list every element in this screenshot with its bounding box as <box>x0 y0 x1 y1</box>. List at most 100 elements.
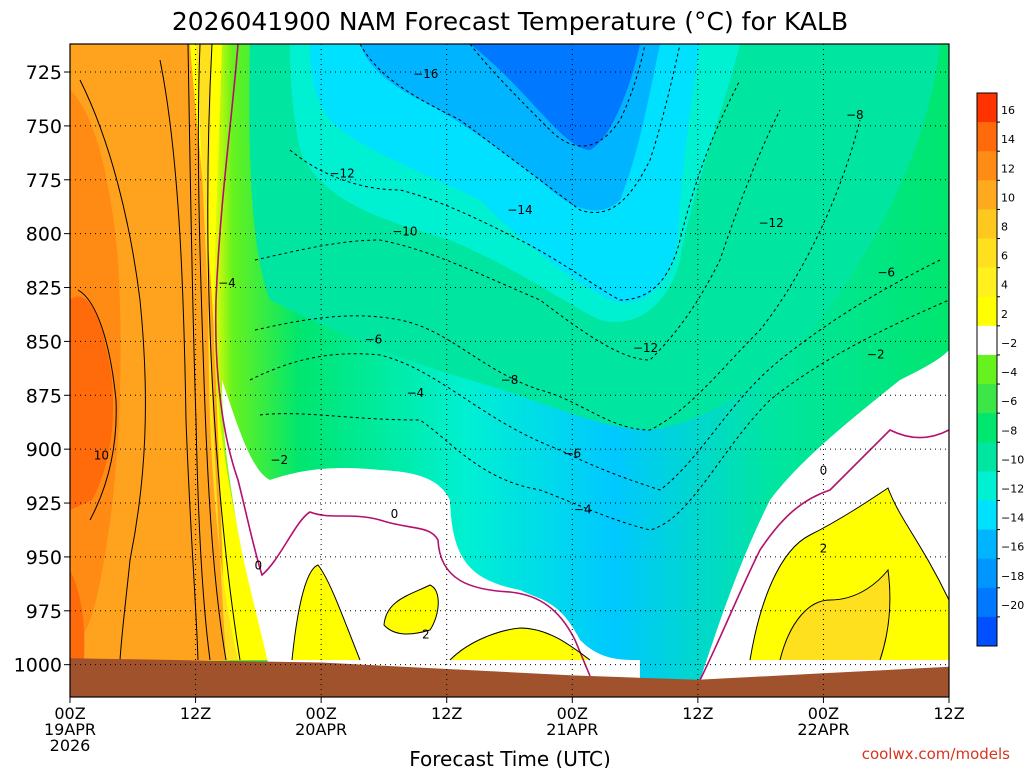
x-tick-label: 12Z <box>682 704 713 723</box>
y-tick-label: 800 <box>26 224 62 246</box>
colorbar-tick-label: 16 <box>1001 104 1015 117</box>
y-tick-label: 1000 <box>14 655 62 677</box>
colorbar-tick-label: 10 <box>1001 191 1015 204</box>
colorbar-tick-label: −10 <box>1001 453 1024 466</box>
x-tick-label: 12Z <box>431 704 462 723</box>
contour-label: 0 <box>255 559 263 573</box>
y-tick-label: 750 <box>26 116 62 138</box>
isotherm-neg-8 <box>254 119 861 431</box>
colorbar-tick-label: −18 <box>1001 570 1024 583</box>
colorbar-tick-label: −6 <box>1001 395 1017 408</box>
contour-label: −12 <box>758 216 783 230</box>
colorbar-tick-label: −4 <box>1001 366 1017 379</box>
contour-label: −4 <box>218 276 236 290</box>
colorbar-swatch <box>977 122 997 152</box>
colorbar-swatch <box>977 296 997 327</box>
plot-area <box>70 44 949 697</box>
yellow-band-inner <box>196 44 238 660</box>
contour-label: 2 <box>422 628 430 642</box>
contour-label: −2 <box>867 347 885 361</box>
x-tick-label: 20APR <box>295 720 347 739</box>
contour-label: −10 <box>392 224 417 238</box>
chart-title: 2026041900 NAM Forecast Temperature (°C)… <box>172 7 848 36</box>
isotherm-pos-12-left <box>77 289 117 521</box>
colorbar-tick-label: −12 <box>1001 482 1024 495</box>
contour-label: −12 <box>329 166 354 180</box>
isotherm-pos-10-left <box>79 79 146 661</box>
colorbar-frame <box>976 92 998 647</box>
colorbar-swatch <box>977 384 997 414</box>
isotherm-pos-2-surface-b <box>383 584 439 635</box>
isotherm-pos-4-right <box>779 568 891 661</box>
x-tick-label: 2026 <box>50 736 91 755</box>
warm-pocket-a <box>292 565 360 660</box>
isotherm-neg-14 <box>359 44 681 214</box>
y-tick-label: 975 <box>26 601 62 623</box>
x-tick-label: 00Z <box>808 704 839 723</box>
x-tick-label: 19APR <box>44 720 96 739</box>
isotherm-neg-4 <box>259 299 949 531</box>
contour-label: −8 <box>846 108 864 122</box>
x-tick-label: 12Z <box>933 704 964 723</box>
contour-label: −2 <box>270 453 288 467</box>
isotherm-pos-6-left <box>187 44 211 661</box>
credit-text: coolwx.com/models <box>862 745 1010 763</box>
isotherm-pos-2-surface-a <box>291 564 361 661</box>
warm-pocket-b <box>384 585 439 635</box>
colorbar-swatch <box>977 325 997 356</box>
warm-region-gt-12 <box>70 296 114 510</box>
y-axis-ticks: 725 750 775 800 825 850 875 900 925 950 975 1000 <box>14 62 70 677</box>
plot-frame <box>69 43 950 698</box>
warm-region-low-left <box>70 570 85 660</box>
isotherm-neg-16 <box>469 44 646 147</box>
contour-label: −6 <box>563 446 581 460</box>
x-tick-label: 00Z <box>305 704 336 723</box>
isotherm-pos-8-left <box>159 59 199 661</box>
contour-label: −4 <box>574 503 592 517</box>
colorbar-tick-label: 4 <box>1001 279 1008 292</box>
contour-label: 2 <box>820 541 828 555</box>
y-tick-label: 900 <box>26 439 62 461</box>
contour-label: −16 <box>413 67 438 81</box>
colorbar-swatch <box>977 354 997 385</box>
colorbar-swatch <box>977 180 997 210</box>
y-tick-label: 850 <box>26 331 62 353</box>
y-tick-label: 875 <box>26 385 62 407</box>
y-tick-label: 925 <box>26 493 62 515</box>
colorbar: 16 14 12 10 8 6 4 2 −2 −4 −6 −8 −10 −12 −14 −16 −18 −20 <box>976 92 1024 647</box>
colorbar-swatch <box>977 442 997 472</box>
ground-below-surface <box>70 658 949 697</box>
contour-label: −14 <box>507 203 532 217</box>
contour-label: −6 <box>877 265 895 279</box>
isotherm-pos-2-right <box>749 487 949 661</box>
y-tick-label: 950 <box>26 547 62 569</box>
x-tick-label: 00Z <box>557 704 588 723</box>
contour-label: 0 <box>391 507 399 521</box>
warm-pocket-right-inner <box>780 570 890 660</box>
isotherm-neg-12 <box>289 79 741 301</box>
colorbar-swatch <box>977 587 997 618</box>
y-tick-label: 775 <box>26 170 62 192</box>
warm-pocket-c <box>450 628 590 660</box>
contour-label: −4 <box>406 386 424 400</box>
isotherm-pos-2-surface-c <box>449 627 591 661</box>
contour-label: −8 <box>501 373 519 387</box>
colorbar-tick-label: 14 <box>1001 133 1015 146</box>
x-tick-label: 12Z <box>180 704 211 723</box>
isotherm-pos-2-left <box>207 44 241 661</box>
colorbar-tick-label: 2 <box>1001 308 1008 321</box>
contour-label: −6 <box>365 332 383 346</box>
colorbar-swatch <box>977 616 997 647</box>
colorbar-tick-label: −14 <box>1001 512 1024 525</box>
colorbar-swatch <box>977 209 997 240</box>
colorbar-tick-label: −8 <box>1001 424 1017 437</box>
colorbar-swatch <box>977 267 997 298</box>
colorbar-swatch <box>977 151 997 181</box>
colorbar-tick-label: 8 <box>1001 221 1008 234</box>
colorbar-swatch <box>977 529 997 560</box>
isotherm-pos-4-left <box>197 44 227 661</box>
yellow-band <box>190 44 276 660</box>
x-tick-label: 21APR <box>546 720 598 739</box>
